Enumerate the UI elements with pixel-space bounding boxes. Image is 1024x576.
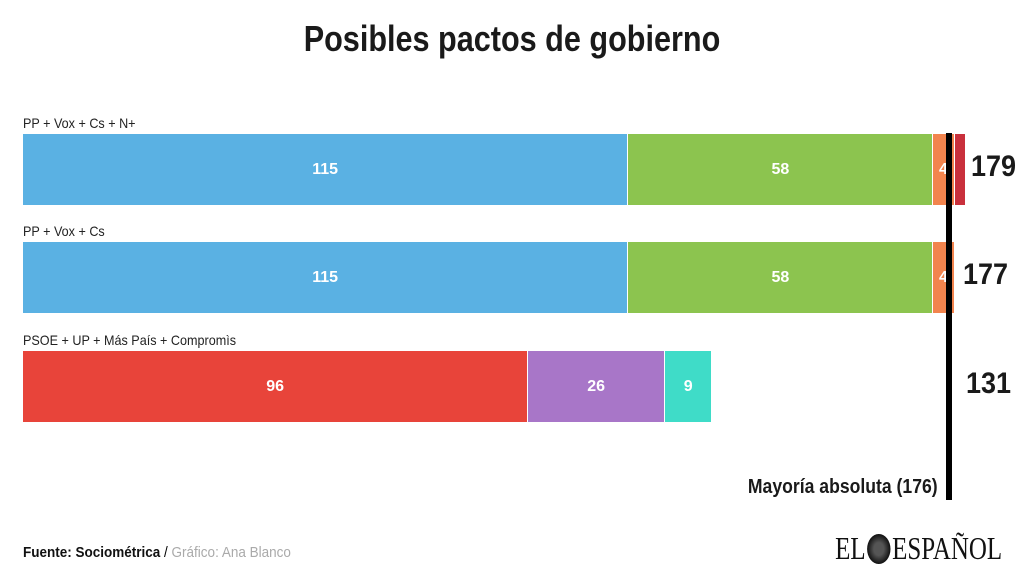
majority-line [946,133,953,500]
lion-icon [866,533,891,564]
credit-text: Gráfico: Ana Blanco [171,544,291,561]
majority-label: Mayoría absoluta (176) [747,476,938,498]
footer: Fuente: Sociométrica / Gráfico: Ana Blan… [23,544,291,561]
separator: / [160,544,172,561]
segment-label: 4 [939,268,948,286]
chart-title: Posibles pactos de gobierno [303,18,721,59]
row-label: PP + Vox + Cs + N+ [23,115,136,131]
row-total: 179 [971,150,1017,183]
segment-label: 58 [771,268,790,286]
segment-label: 115 [312,268,339,286]
segment-label: 96 [266,377,285,395]
segment-label: 4 [939,160,948,178]
row-total: 177 [962,258,1008,291]
row-label: PP + Vox + Cs [23,223,105,239]
segment-label: 58 [771,160,790,178]
logo-left: EL [834,530,866,566]
bar-segment: 96 [23,351,529,422]
bar-segment: 58 [628,134,934,205]
el-espanol-logo: EL ESPAÑOL [835,530,1002,567]
row-total: 131 [965,367,1011,400]
logo-right: ESPAÑOL [891,530,1002,566]
bar-segment: 115 [23,134,629,205]
bar-segment: 115 [23,242,629,313]
segment-label: 26 [587,377,606,395]
bar-segment [954,134,966,205]
bar-segment: 9 [665,351,713,422]
row-label: PSOE + UP + Más País + Compromìs [23,332,237,348]
segment-label: 115 [312,160,339,178]
segment-label: 9 [683,377,693,395]
source-text: Fuente: Sociométrica [23,544,161,561]
bar-segment: 26 [528,351,666,422]
bar-segment: 58 [628,242,934,313]
